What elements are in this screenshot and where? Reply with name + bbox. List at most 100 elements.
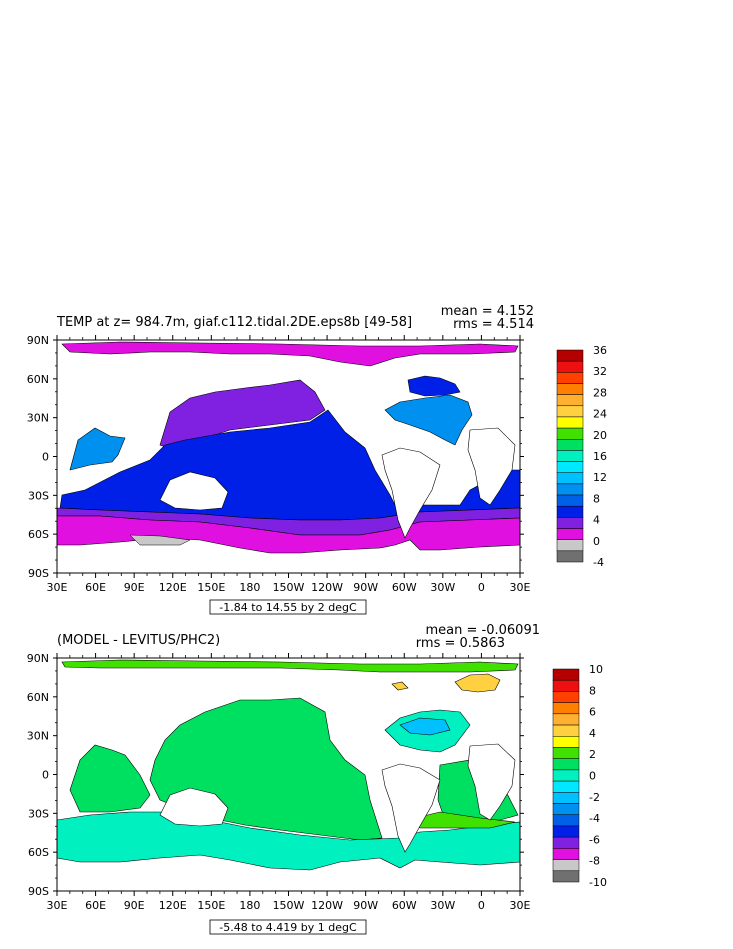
colorbar-label: 0 xyxy=(589,770,596,783)
map-plot-area xyxy=(56,657,521,892)
x-tick-label: 60E xyxy=(85,581,106,594)
australia xyxy=(159,787,229,827)
colorbar-label: 24 xyxy=(593,408,607,421)
x-tick-label: 150E xyxy=(197,581,225,594)
colorbar-swatch xyxy=(552,780,580,793)
y-tick-label: 30N xyxy=(27,730,49,743)
ocean-arctic xyxy=(61,341,519,367)
colorbar-label: 10 xyxy=(589,663,603,676)
colorbar-label: 28 xyxy=(593,386,607,399)
x-tick-label: 150W xyxy=(273,899,305,912)
range-label-box xyxy=(209,599,367,615)
x-tick-label: 150E xyxy=(197,899,225,912)
difference-panel: (MODEL - LEVITUS/PHC2) mean = -0.06091 r… xyxy=(27,623,607,935)
y-tick-label: 90S xyxy=(28,567,49,580)
africa xyxy=(467,743,516,821)
colorbar-swatch xyxy=(552,758,580,771)
ocean-arctic-green xyxy=(61,659,519,673)
mean-label: mean = -0.06091 xyxy=(426,623,540,638)
y-axis: 90N 60N 30N 0 30S 60S 90S xyxy=(27,652,524,898)
map-plot-area xyxy=(56,339,521,574)
y-tick-label: 30S xyxy=(28,807,49,820)
africa xyxy=(467,427,516,506)
colorbar-label: 12 xyxy=(593,471,607,484)
rms-label: rms = 4.514 xyxy=(453,317,534,332)
colorbar-swatch xyxy=(556,517,584,529)
ocean-atlantic-north xyxy=(384,394,473,446)
y-axis: 90N 60N 30N 0 30S 60S 90S xyxy=(27,334,524,580)
temperature-panel: TEMP at z= 984.7m, giaf.c112.tidal.2DE.e… xyxy=(27,304,607,615)
range-label: -1.84 to 14.55 by 2 degC xyxy=(219,601,357,614)
colorbar-swatch xyxy=(552,679,580,692)
australia xyxy=(159,471,229,511)
colorbar-label: -4 xyxy=(593,556,604,569)
colorbar-swatch xyxy=(552,724,580,737)
colorbar: 36 32 28 24 20 16 12 8 4 0 -4 xyxy=(556,344,607,569)
colorbar-swatch xyxy=(552,825,580,838)
south-america xyxy=(381,763,441,853)
panel-title: TEMP at z= 984.7m, giaf.c112.tidal.2DE.e… xyxy=(56,315,412,330)
x-tick-label: 90W xyxy=(353,581,378,594)
x-axis: 30E 60E 90E 120E 150E 180 150W 120W 90W 60W 30W 0 30… xyxy=(47,335,531,594)
x-tick-label: 150W xyxy=(273,581,305,594)
ocean-labrador-yellow xyxy=(391,681,409,691)
x-tick-label: 30E xyxy=(510,581,531,594)
x-tick-label: 0 xyxy=(478,581,485,594)
y-tick-label: 90N xyxy=(27,652,49,665)
x-tick-label: 90E xyxy=(124,581,145,594)
south-america xyxy=(381,447,441,539)
colorbar-label: -8 xyxy=(589,855,600,868)
colorbar-swatch xyxy=(556,528,584,540)
x-tick-label: 90W xyxy=(353,899,378,912)
antarctic-shelf xyxy=(129,534,191,546)
x-axis: 30E 60E 90E 120E 150E 180 150W 120W 90W 60W 30W 0 30… xyxy=(47,653,531,912)
x-tick-label: 30W xyxy=(430,581,455,594)
x-tick-label: 90E xyxy=(124,899,145,912)
y-tick-label: 60S xyxy=(28,528,49,541)
colorbar-swatch xyxy=(556,505,584,518)
x-tick-label: 0 xyxy=(478,899,485,912)
colorbar-label: 8 xyxy=(593,492,600,505)
colorbar-label: 20 xyxy=(593,429,607,442)
y-tick-label: 0 xyxy=(42,769,49,782)
colorbar-label: 0 xyxy=(593,535,600,548)
colorbar-swatch xyxy=(552,792,580,804)
colorbar-swatch xyxy=(556,416,584,429)
colorbar-swatch xyxy=(556,383,584,395)
ocean-southern-cyan xyxy=(56,811,521,871)
ocean-nordic-yellow xyxy=(454,673,501,693)
y-tick-label: 60N xyxy=(27,691,49,704)
y-tick-label: 60N xyxy=(27,373,49,386)
ocean-labrador xyxy=(407,375,461,397)
x-tick-label: 60W xyxy=(392,581,417,594)
range-label: -5.48 to 4.419 by 1 degC xyxy=(219,921,357,934)
colorbar-label: 2 xyxy=(589,748,596,761)
x-tick-label: 30E xyxy=(510,899,531,912)
colorbar-label: -2 xyxy=(589,791,600,804)
colorbar-swatch xyxy=(556,472,584,485)
y-tick-label: 90N xyxy=(27,334,49,347)
y-tick-label: 30S xyxy=(28,489,49,502)
colorbar-label: -6 xyxy=(589,833,600,846)
ocean-southern-band xyxy=(414,811,516,829)
colorbar-swatch xyxy=(552,691,580,703)
x-tick-label: 120E xyxy=(159,581,187,594)
colorbar-swatch xyxy=(556,461,584,473)
y-tick-label: 30N xyxy=(27,412,49,425)
colorbar-label: 4 xyxy=(589,727,596,740)
colorbar-swatch xyxy=(556,372,584,384)
x-tick-label: 30E xyxy=(47,581,68,594)
colorbar-swatch xyxy=(556,450,584,462)
rms-label: rms = 0.5863 xyxy=(416,636,505,651)
x-tick-label: 120W xyxy=(311,581,343,594)
colorbar-swatch xyxy=(556,360,584,373)
colorbar-swatch xyxy=(556,494,584,507)
mean-label: mean = 4.152 xyxy=(441,304,534,319)
range-label-box xyxy=(209,919,367,935)
colorbar-swatch xyxy=(556,483,584,496)
colorbar-label: 8 xyxy=(589,684,596,697)
colorbar-label: 4 xyxy=(593,514,600,527)
colorbar-swatch xyxy=(556,550,584,563)
x-tick-label: 180 xyxy=(239,581,260,594)
colorbar-swatch xyxy=(552,736,580,748)
